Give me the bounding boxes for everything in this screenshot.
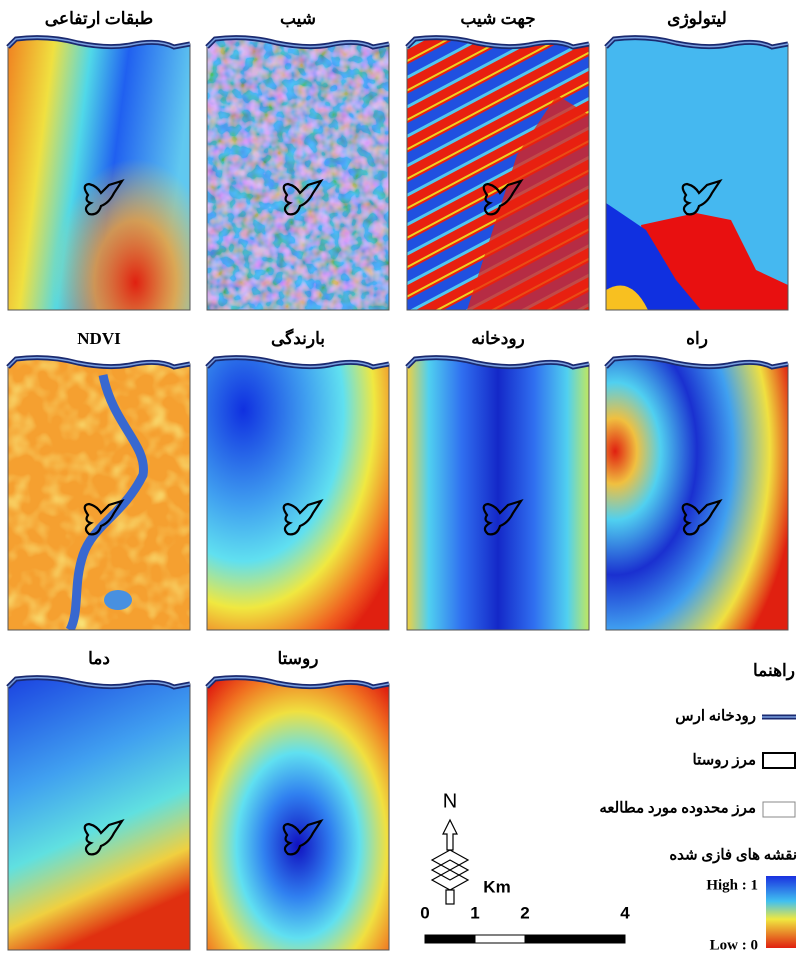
village-boundary xyxy=(681,499,723,536)
map-panel xyxy=(604,355,789,631)
study-area-symbol xyxy=(762,801,796,818)
panel-title: جهت شیب xyxy=(460,9,535,29)
panel-title: راه xyxy=(686,329,708,349)
road-fill xyxy=(606,357,788,630)
map-panel xyxy=(6,35,191,311)
legend-title: راهنما xyxy=(753,661,795,681)
legend: راهنما رودخانه ارس مرز روستا مرز محدوده … xyxy=(599,661,797,954)
layers-icon xyxy=(430,849,470,891)
map-fill xyxy=(207,37,389,310)
village-boundary xyxy=(83,499,125,536)
scale-segment xyxy=(524,934,626,944)
map-panel xyxy=(205,35,390,311)
river-fill xyxy=(407,357,589,630)
map-fill xyxy=(8,677,190,950)
map-panel xyxy=(6,355,191,631)
legend-item: رودخانه ارس xyxy=(675,708,756,724)
litho-yellow xyxy=(606,285,648,310)
aras-river-inner xyxy=(406,36,590,48)
low-label: Low : 0 xyxy=(710,937,758,953)
high-label: High : 1 xyxy=(706,877,758,893)
aras-river-inner xyxy=(206,676,390,688)
scale-segment xyxy=(424,934,476,944)
aras-river-inner xyxy=(7,356,191,368)
panel-title: لیتولوژی xyxy=(667,9,727,29)
aras-river-inner xyxy=(605,36,789,48)
scale-segment xyxy=(474,934,526,944)
legend-item: مرز روستا xyxy=(693,752,756,768)
map-fill xyxy=(407,37,589,310)
scale-tick-label: 4 xyxy=(620,903,630,922)
scale-tick-label: 2 xyxy=(520,903,529,922)
elevation-hot xyxy=(8,37,190,310)
aras-river-inner xyxy=(406,356,590,368)
scale-tick-label: 0 xyxy=(420,903,429,922)
map-panel xyxy=(205,675,390,951)
panel-title: NDVI xyxy=(77,329,121,348)
panel-title: شیب xyxy=(280,9,316,28)
ndvi-river xyxy=(65,374,148,631)
map-fill xyxy=(207,677,389,950)
scale-tick-label: 1 xyxy=(470,903,479,922)
panel-title: رودخانه xyxy=(471,329,525,349)
map-panel xyxy=(205,355,390,631)
village-boundary xyxy=(282,179,324,216)
panel-title: روستا xyxy=(278,649,319,669)
map-panel xyxy=(6,675,191,951)
aras-river-inner xyxy=(206,356,390,368)
village-boundary xyxy=(482,179,524,216)
map-fill xyxy=(8,357,190,631)
aras-river-inner xyxy=(7,36,191,48)
village-fill xyxy=(207,677,389,950)
scale-unit: Km xyxy=(483,877,510,896)
aspect-red xyxy=(467,95,589,310)
aras-river-inner xyxy=(7,676,191,688)
map-panel xyxy=(405,355,590,631)
village-boundary xyxy=(282,499,324,536)
village-boundary xyxy=(83,819,125,856)
scale-bar: Km 0 1 2 4 xyxy=(420,877,630,944)
village-symbol xyxy=(762,752,796,769)
aras-river-inner xyxy=(206,36,390,48)
temp-fill xyxy=(8,677,190,950)
slope-noise xyxy=(207,37,389,310)
map-fill xyxy=(606,37,788,310)
panel-title: طبقات ارتفاعی xyxy=(45,9,153,29)
ndvi-blue xyxy=(104,590,132,610)
map-panel xyxy=(604,35,789,311)
arrow xyxy=(442,818,458,851)
map-panel xyxy=(405,35,590,311)
village-boundary xyxy=(282,819,324,856)
map-fill xyxy=(407,357,589,630)
arrow-base xyxy=(445,889,455,905)
village-boundary xyxy=(681,179,723,216)
village-boundary xyxy=(83,179,125,216)
rain-fill xyxy=(207,357,389,630)
map-fill xyxy=(8,37,190,310)
aras-river-inner xyxy=(605,356,789,368)
ndvi-noise xyxy=(8,357,190,630)
north-arrow: N xyxy=(430,790,470,905)
litho-blue xyxy=(606,203,701,310)
color-ramp xyxy=(766,876,796,948)
map-fill xyxy=(207,357,389,630)
fuzzy-title: نقشه های فازی شده xyxy=(669,847,797,863)
map-fill xyxy=(606,357,788,630)
panels: طبقات ارتفاعی شیب جهت شیب لیتولوژی NDVI بارند… xyxy=(6,9,789,951)
panel-title: بارندگی xyxy=(271,328,325,349)
legend-item: مرز محدوده مورد مطالعه xyxy=(599,800,756,816)
north-label: N xyxy=(443,790,457,812)
panel-title: دما xyxy=(88,649,110,668)
village-boundary xyxy=(482,499,524,536)
